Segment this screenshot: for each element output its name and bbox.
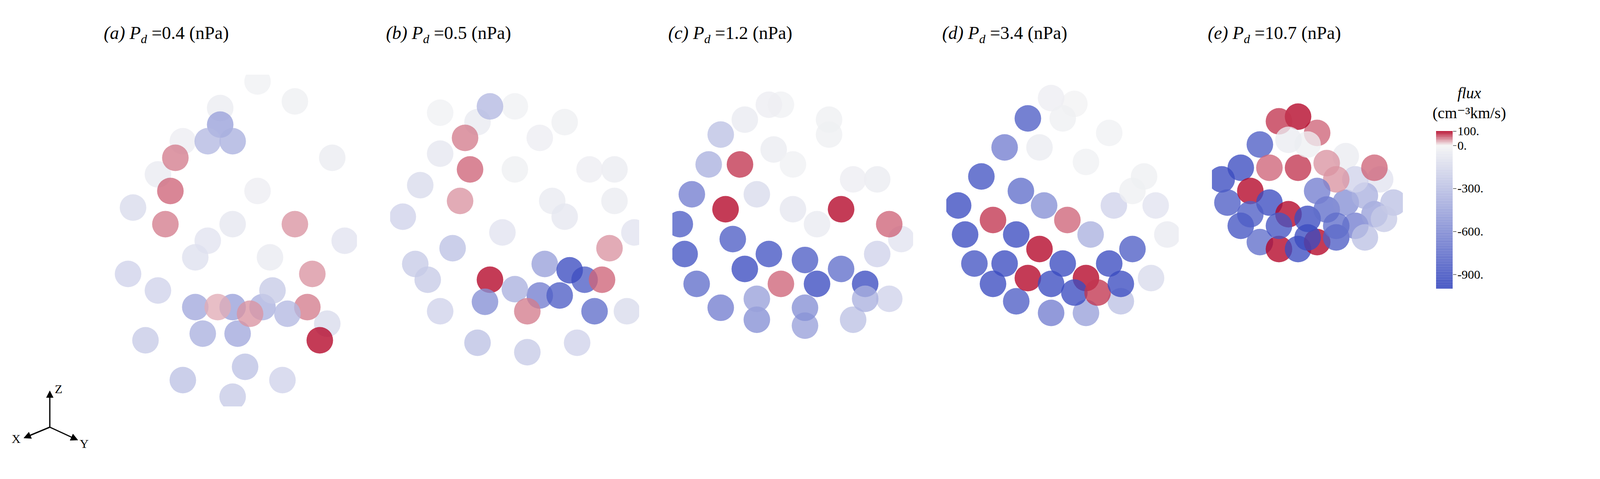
svg-text:X: X [11,432,21,446]
svg-text:Z: Z [54,382,63,396]
svg-text:100.: 100. [1457,124,1480,138]
svg-text:-300.: -300. [1457,181,1484,196]
svg-text:Y: Y [79,437,89,451]
html-text:(cm⁻³km/s): (cm⁻³km/s) [1432,104,1506,122]
svg-text:0.: 0. [1457,138,1468,153]
html-text:(a) Pd=0.4 (nPa): (a) Pd=0.4 (nPa) [103,22,229,46]
svg-text:-600.: -600. [1457,224,1484,239]
html-text:(d) Pd=3.4 (nPa): (d) Pd=3.4 (nPa) [942,22,1068,46]
html-text:(c) Pd=1.2 (nPa): (c) Pd=1.2 (nPa) [668,22,793,46]
svg-text:-900.: -900. [1457,267,1484,282]
html-text:(e) Pd=10.7 (nPa): (e) Pd=10.7 (nPa) [1207,22,1341,46]
html-text:(b) Pd=0.5 (nPa): (b) Pd=0.5 (nPa) [385,22,512,46]
html-text:flux: flux [1457,84,1482,102]
